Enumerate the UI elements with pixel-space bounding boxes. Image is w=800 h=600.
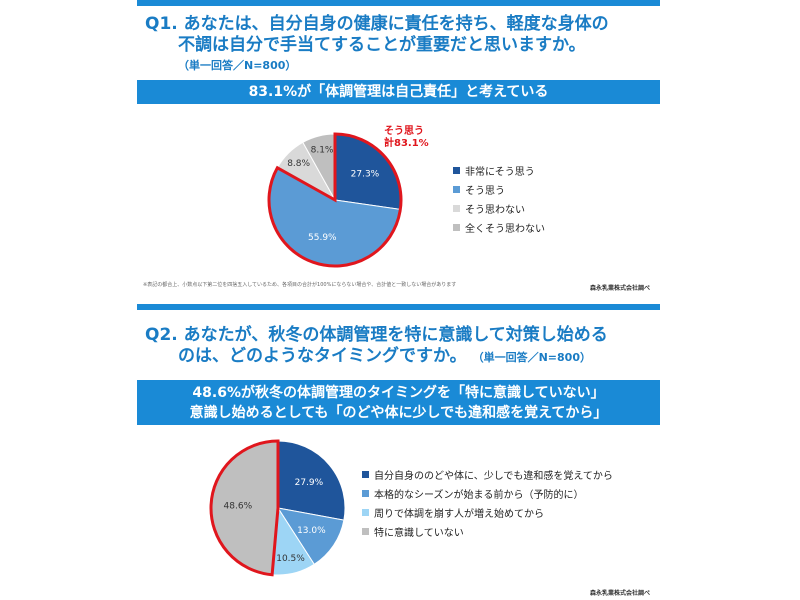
q2-title-line1: Q2. あなたが、秋冬の体調管理を特に意識して対策し始める <box>145 325 608 345</box>
highlight-outline <box>267 132 403 268</box>
pie-slice <box>276 507 345 566</box>
data-label: 55.9% <box>308 233 337 243</box>
legend-item: 全くそう思わない <box>453 218 545 237</box>
q1-callout: そう思う 計83.1% <box>384 126 429 150</box>
q1-source: 森永乳業株式会社調べ <box>590 285 651 292</box>
q2-title-line2: のは、どのようなタイミングですか。 <box>178 346 467 366</box>
q2-subtitle: （単一回答／N=800） <box>472 351 591 364</box>
section-divider-bar <box>137 304 660 310</box>
q2-pie-chart: 27.9% 13.0% 10.5% 48.6% <box>209 439 346 577</box>
q1-title: Q1. あなたは、自分自身の健康に責任を持ち、軽度な身体の 不調は自分で手当てす… <box>145 14 665 56</box>
legend-swatch <box>453 167 460 174</box>
q2-source: 森永乳業株式会社調べ <box>590 590 651 597</box>
legend-swatch <box>362 490 369 497</box>
legend-label: 全くそう思わない <box>465 224 545 235</box>
legend-item: 本格的なシーズンが始まる前から（予防的に） <box>362 484 613 503</box>
pie-slice <box>277 440 346 521</box>
legend-swatch <box>453 205 460 212</box>
q1-title-line1: Q1. あなたは、自分自身の健康に責任を持ち、軽度な身体の <box>145 14 609 34</box>
legend-item: 特に意識していない <box>362 522 613 541</box>
legend-label: 特に意識していない <box>374 528 464 539</box>
legend-swatch <box>453 224 460 231</box>
q1-title-line2: 不調は自分で手当てすることが重要だと思いますか。 <box>178 35 586 55</box>
data-label: 13.0% <box>297 526 326 536</box>
legend-swatch <box>362 509 369 516</box>
q2-legend: 自分自身ののどや体に、少しでも違和感を覚えてから 本格的なシーズンが始まる前から（… <box>362 465 613 541</box>
legend-label: 自分自身ののどや体に、少しでも違和感を覚えてから <box>374 471 613 482</box>
legend-item: そう思う <box>453 180 545 199</box>
callout-line1: そう思う <box>384 126 424 137</box>
legend-item: そう思わない <box>453 199 545 218</box>
q1-banner: 83.1%が「体調管理は自己責任」と考えている <box>137 80 660 104</box>
legend-label: 非常にそう思う <box>465 167 535 178</box>
data-label: 27.3% <box>351 170 380 180</box>
q2-banner-line2: 意識し始めるとしても「のどや体に少しでも違和感を覚えてから」 <box>189 405 608 421</box>
legend-label: そう思わない <box>465 205 525 216</box>
q2-title: Q2. あなたが、秋冬の体調管理を特に意識して対策し始める のは、どのようなタイ… <box>145 325 665 368</box>
legend-label: 本格的なシーズンが始まる前から（予防的に） <box>374 490 584 501</box>
q1-footnote: ※表記の都合上、小数点以下第二位を四捨五入しているため、各項目の合計が100%に… <box>143 282 457 288</box>
top-bar <box>137 0 660 6</box>
q2-banner: 48.6%が秋冬の体調管理のタイミングを「特に意識していない」 意識し始めるとし… <box>137 380 660 425</box>
q1-subtitle: （単一回答／N=800） <box>178 59 297 72</box>
data-label: 8.1% <box>311 146 334 156</box>
data-label: 10.5% <box>276 554 305 564</box>
data-label: 8.8% <box>287 159 310 169</box>
legend-item: 自分自身ののどや体に、少しでも違和感を覚えてから <box>362 465 613 484</box>
legend-item: 非常にそう思う <box>453 161 545 180</box>
q1-legend: 非常にそう思う そう思うそう思わない全くそう思わない <box>453 161 545 237</box>
data-label: 48.6% <box>224 502 253 512</box>
q2-banner-line1: 48.6%が秋冬の体調管理のタイミングを「特に意識していない」 <box>192 385 605 401</box>
legend-swatch <box>362 471 369 478</box>
legend-swatch <box>453 186 460 193</box>
legend-swatch <box>362 528 369 535</box>
highlight-outline <box>209 439 280 577</box>
callout-line2: 計83.1% <box>384 138 429 149</box>
legend-item: 周りで体調を崩す人が増え始めてから <box>362 503 613 522</box>
data-label: 27.9% <box>295 478 324 488</box>
legend-label: そう思う <box>465 186 505 197</box>
q1-pie-chart: 27.3% 55.9% 8.8%8.1% <box>267 132 403 268</box>
legend-label: 周りで体調を崩す人が増え始めてから <box>374 509 544 520</box>
